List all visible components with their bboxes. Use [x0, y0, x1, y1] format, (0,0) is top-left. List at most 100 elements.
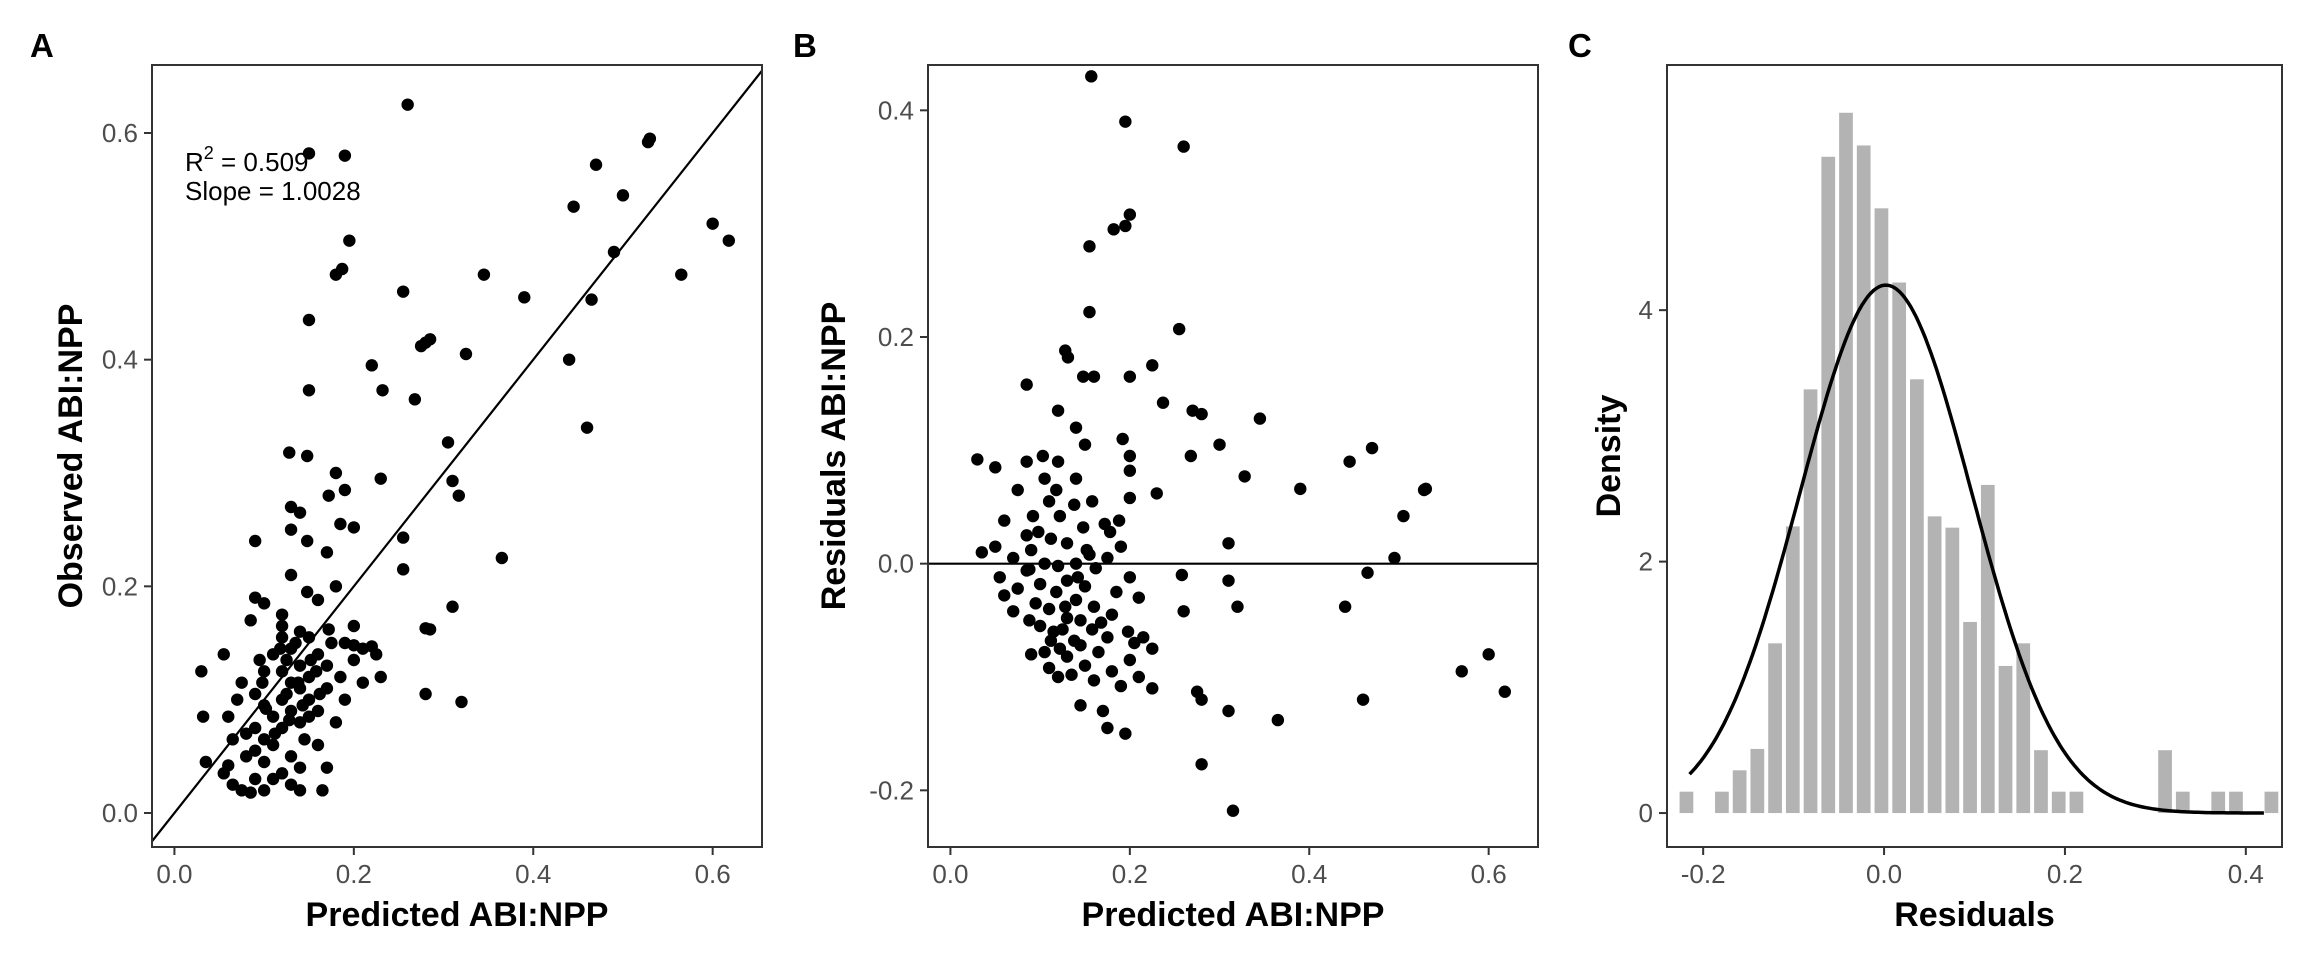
slope-annotation: Slope = 1.0028	[185, 176, 361, 206]
x-tick-label: 0.6	[695, 859, 731, 889]
histogram-bar	[1750, 748, 1765, 814]
data-point	[217, 767, 230, 780]
data-point	[1060, 574, 1074, 587]
histogram-bar	[1821, 156, 1836, 814]
data-point	[302, 147, 316, 160]
data-point	[1085, 623, 1099, 636]
data-point	[248, 591, 262, 604]
data-point	[1482, 648, 1495, 661]
data-point	[1388, 551, 1401, 565]
data-point	[311, 738, 325, 752]
histogram-bar	[1927, 516, 1942, 814]
data-point	[1123, 464, 1137, 477]
data-point	[401, 98, 414, 111]
data-point	[231, 693, 244, 706]
y-axis-title: Observed ABI:NPP	[52, 304, 90, 609]
data-point	[329, 580, 343, 593]
y-tick-label: 0.6	[102, 118, 138, 148]
data-point	[1092, 645, 1105, 659]
data-point	[706, 217, 719, 230]
data-point	[275, 608, 289, 621]
x-tick-label: 0.2	[336, 859, 372, 889]
data-point	[1078, 438, 1092, 451]
data-point	[1123, 370, 1137, 383]
data-point	[998, 589, 1011, 602]
data-point	[452, 489, 465, 502]
x-tick-label: 0.4	[1291, 859, 1327, 889]
data-point	[275, 767, 289, 780]
x-axis-title: Residuals	[1894, 896, 2055, 934]
data-point	[284, 568, 298, 582]
data-point	[248, 534, 262, 548]
data-point	[248, 687, 262, 701]
histogram-bar	[1803, 389, 1818, 814]
data-point	[266, 710, 280, 723]
data-point	[1087, 674, 1101, 687]
data-point	[248, 744, 262, 757]
data-point	[1114, 679, 1128, 693]
data-point	[316, 784, 329, 797]
data-point	[1069, 472, 1083, 485]
histogram-bar	[1874, 208, 1889, 814]
data-point	[1038, 645, 1051, 659]
data-point	[374, 472, 387, 485]
data-point	[266, 738, 280, 752]
data-point	[1184, 449, 1198, 463]
data-point	[1455, 665, 1468, 678]
histogram-bar	[2016, 643, 2031, 814]
data-point	[1033, 577, 1047, 591]
data-point	[1053, 642, 1067, 655]
data-point	[1195, 693, 1208, 706]
data-point	[195, 665, 208, 678]
data-point	[1222, 574, 1235, 587]
data-point	[293, 659, 307, 672]
y-tick-label: 0.4	[878, 95, 914, 125]
data-point	[396, 563, 410, 576]
data-point	[284, 778, 298, 791]
data-point	[239, 750, 253, 763]
y-tick-label: 0.0	[878, 549, 914, 579]
data-point	[1074, 639, 1087, 652]
data-point	[302, 631, 316, 644]
data-point	[722, 234, 736, 247]
data-point	[1107, 223, 1120, 236]
data-point	[477, 268, 491, 281]
data-point	[1061, 351, 1075, 364]
data-point	[1238, 470, 1251, 483]
y-tick-label: 0.0	[102, 798, 138, 828]
histogram-bar	[1715, 791, 1729, 814]
data-point	[320, 659, 334, 672]
data-point	[1047, 625, 1060, 638]
data-point	[585, 293, 598, 306]
data-point	[1116, 432, 1129, 446]
data-point	[1069, 421, 1083, 434]
data-point	[396, 285, 410, 298]
data-point	[1024, 543, 1038, 557]
data-point	[567, 200, 580, 213]
data-point	[998, 514, 1011, 527]
data-point	[1123, 653, 1137, 667]
data-point	[1119, 727, 1132, 740]
data-point	[1011, 483, 1024, 497]
data-point	[196, 710, 210, 723]
data-point	[1101, 721, 1114, 735]
data-point	[1123, 208, 1137, 221]
data-point	[1024, 648, 1038, 661]
data-point	[441, 436, 455, 449]
data-point	[396, 531, 410, 544]
x-tick-label: -0.2	[1681, 859, 1726, 889]
x-tick-label: 0.0	[1866, 859, 1902, 889]
data-point	[1044, 532, 1058, 545]
panel-label: B	[793, 27, 817, 64]
data-point	[1177, 605, 1190, 618]
data-point	[580, 421, 594, 434]
data-point	[257, 665, 271, 678]
y-tick-label: 4	[1639, 295, 1653, 325]
panel-label: A	[30, 27, 54, 64]
data-point	[293, 625, 307, 638]
y-tick-label: 0.4	[102, 345, 138, 375]
histogram-bar	[1785, 526, 1800, 814]
data-point	[1132, 670, 1146, 684]
data-point	[226, 778, 239, 791]
r-squared-superscript: 2	[204, 143, 214, 163]
